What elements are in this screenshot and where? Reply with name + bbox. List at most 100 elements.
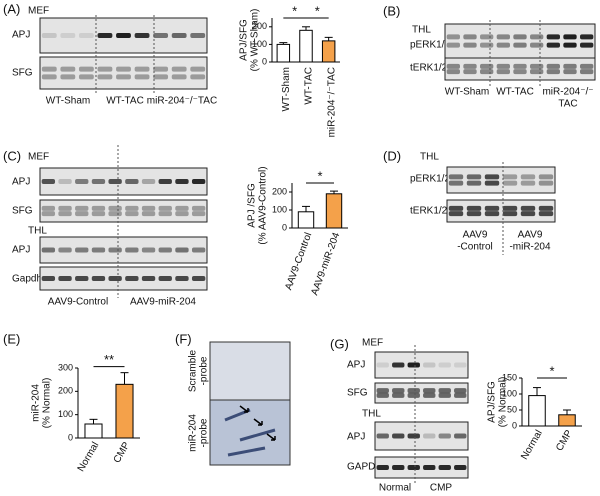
band [463, 34, 477, 40]
blot [39, 56, 208, 90]
band [175, 205, 189, 211]
band [446, 42, 460, 48]
y-tick-label: 100 [272, 204, 287, 214]
row-label: APJ [347, 432, 365, 443]
band [75, 247, 89, 253]
blot [444, 57, 596, 81]
row-label: APJ [12, 177, 30, 188]
y-tick-label: 200 [272, 186, 287, 196]
band [376, 465, 389, 470]
band [190, 74, 206, 80]
x-tick-label: WT-TAC [304, 67, 315, 105]
panel-letter: (A) [3, 1, 20, 16]
group-label: WT-TAC [106, 96, 144, 107]
band [423, 388, 436, 394]
band [171, 66, 187, 72]
band [191, 211, 206, 217]
band [563, 63, 577, 69]
blot [444, 23, 596, 59]
band [448, 174, 464, 180]
row-label: pERK1/2 [410, 174, 450, 185]
band [376, 433, 389, 439]
cell-label: THL [362, 409, 381, 420]
band [141, 276, 156, 281]
band [41, 33, 57, 38]
band [496, 42, 510, 48]
band [466, 205, 482, 211]
band [125, 247, 139, 253]
band [116, 66, 131, 72]
band [392, 388, 405, 394]
y-tick-label: 0 [262, 56, 267, 66]
band [58, 205, 72, 211]
row-label: GAPDH [347, 462, 383, 473]
band [480, 34, 494, 40]
band [190, 33, 206, 38]
band [446, 63, 460, 69]
band [60, 33, 76, 38]
y-axis-label: miR-204 [31, 384, 42, 422]
cell-label: MEF [362, 338, 383, 349]
group-label: WT-Sham [445, 87, 489, 98]
group-label: -miR-204 [509, 242, 551, 253]
band [480, 63, 494, 69]
band [78, 66, 94, 72]
band [480, 42, 494, 48]
band [171, 33, 187, 38]
band [463, 69, 477, 75]
band [141, 179, 156, 184]
band [546, 69, 560, 75]
panel-letter: (F) [175, 331, 192, 346]
band [580, 34, 594, 40]
band [484, 211, 500, 217]
cell-label: THL [420, 152, 439, 163]
band [41, 276, 56, 281]
band [580, 42, 594, 48]
band [125, 211, 139, 217]
y-tick-label: 0 [512, 420, 517, 430]
row-label: APJ [12, 30, 30, 41]
band [454, 465, 467, 470]
micrograph [209, 399, 291, 466]
band [466, 211, 482, 217]
band [108, 205, 122, 211]
tissue [227, 446, 266, 457]
band [513, 69, 527, 75]
group-label: miR-204⁻/⁻ [542, 87, 593, 98]
band [520, 205, 536, 211]
band [125, 205, 139, 211]
band [454, 392, 467, 398]
band [191, 179, 206, 184]
cell-label: THL [412, 25, 431, 36]
band [116, 74, 131, 80]
band [502, 205, 518, 211]
band [538, 205, 554, 211]
band [463, 42, 477, 48]
band [392, 362, 405, 368]
row-label: Gapdh [12, 274, 42, 285]
band [546, 34, 560, 40]
row-label: Scramble [188, 349, 199, 392]
band [191, 205, 206, 211]
arrow [266, 433, 276, 441]
band [448, 180, 464, 186]
y-axis-label: (% Normal) [498, 377, 509, 428]
group-label: AAV9 [518, 230, 543, 241]
group-label: -Control [457, 242, 493, 253]
blot [374, 421, 469, 451]
arrow [253, 418, 263, 426]
row-label: SFG [347, 388, 368, 399]
band [446, 69, 460, 75]
y-tick-label: 200 [252, 21, 267, 31]
blot [39, 199, 208, 223]
band [134, 33, 150, 38]
x-tick-label: WT-Sham [281, 67, 292, 111]
band [91, 276, 106, 281]
row-label: miR-204 [188, 414, 199, 452]
band [171, 74, 187, 80]
band [191, 247, 206, 253]
band [58, 276, 72, 281]
y-axis-label: (% Normal) [42, 378, 53, 429]
band [75, 276, 89, 281]
band [407, 388, 420, 394]
